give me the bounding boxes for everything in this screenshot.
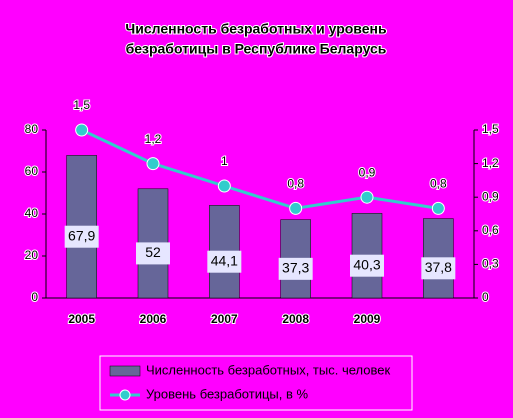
value-label: 0,8 <box>287 177 304 191</box>
value-label: 0,8 <box>430 177 447 191</box>
legend-label: Численность безработных, тыс. человек <box>146 362 390 377</box>
chart-title: безработицы в Республике Беларусь <box>126 41 387 57</box>
x-tick-label: 2009 <box>354 312 381 326</box>
value-label: 44,1 <box>211 252 238 268</box>
legend-swatch <box>109 365 141 377</box>
value-label-box <box>207 250 242 273</box>
value-label-box <box>350 254 384 277</box>
line-marker <box>289 201 303 215</box>
legend-label: Уровень безработицы, в % <box>146 386 308 401</box>
line-marker <box>360 190 374 204</box>
value-label: 1 <box>221 154 228 168</box>
value-label: 1,5 <box>73 98 90 112</box>
x-tick-label: 2007 <box>211 312 238 326</box>
y2-tick-label: 0,9 <box>482 189 499 203</box>
y2-tick-label: 0 <box>482 290 489 304</box>
value-label: 0,9 <box>359 165 376 179</box>
x-tick-label: 2008 <box>282 312 309 326</box>
value-label: 1,2 <box>145 132 162 146</box>
line-marker <box>146 157 160 171</box>
y-tick-label: 40 <box>25 206 39 220</box>
y2-tick-label: 1,5 <box>482 122 499 136</box>
value-label-box <box>421 257 456 280</box>
value-label: 37,8 <box>425 259 452 275</box>
value-label: 37,3 <box>282 260 309 276</box>
y-tick-label: 0 <box>31 290 38 304</box>
value-label: 67,9 <box>68 227 95 243</box>
value-label-box <box>278 257 313 280</box>
legend-swatch <box>119 389 131 401</box>
x-tick-label: 2006 <box>140 312 167 326</box>
chart-title: Численность безработных и уровень <box>125 21 387 37</box>
y-tick-label: 20 <box>25 248 39 262</box>
y2-tick-label: 0,6 <box>482 223 499 237</box>
line-marker <box>431 201 445 215</box>
value-label-box <box>64 225 99 248</box>
y-tick-label: 60 <box>25 164 39 178</box>
y-tick-label: 80 <box>25 122 39 136</box>
line-marker <box>75 123 89 137</box>
line-marker <box>217 179 231 193</box>
y2-tick-label: 1,2 <box>482 156 499 170</box>
value-label: 52 <box>145 244 161 260</box>
legend-box <box>99 355 413 411</box>
value-label: 40,3 <box>353 256 380 272</box>
x-tick-label: 2005 <box>68 312 95 326</box>
value-label-box <box>136 242 170 265</box>
line <box>81 128 439 210</box>
y2-tick-label: 0,3 <box>482 257 499 271</box>
